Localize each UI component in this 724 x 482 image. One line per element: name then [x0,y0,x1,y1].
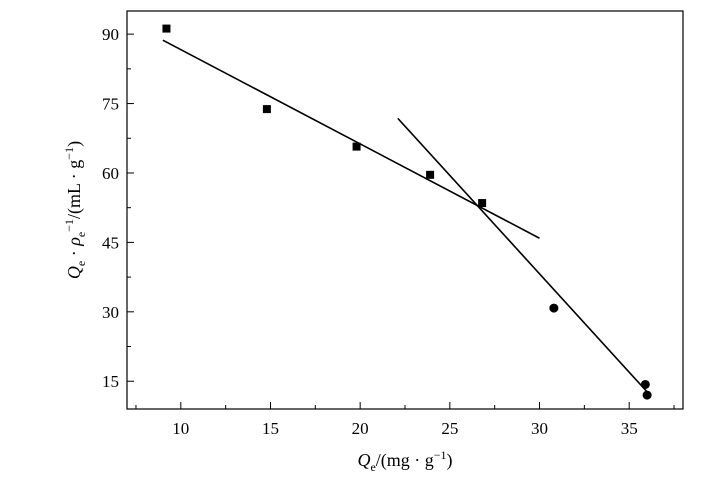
y-axis-dot: · [64,246,84,261]
x-tick-label: 10 [172,419,189,438]
x-axis-unit: /(mg · g [376,450,434,471]
y-axis-symbol: Q [64,266,84,279]
x-tick-label: 35 [621,419,638,438]
x-tick-label: 15 [262,419,279,438]
square-data-point [478,199,487,208]
y-axis-unit-sup: −1 [62,147,76,160]
y-tick-label: 15 [102,372,119,391]
y-axis-unit: /(mL · g [64,160,85,219]
circle-data-point [642,390,652,400]
fit-line-2 [397,117,648,393]
y-tick-label: 90 [102,25,119,44]
square-data-point [262,105,271,114]
y-axis-symbol-sub: e [74,261,88,266]
plot-frame [126,10,684,410]
axes-layer: 10 15 20 25 30 35 15 30 45 60 75 90 [102,25,675,438]
circle-data-point [549,303,559,313]
x-tick-label: 25 [441,419,458,438]
x-tick-label: 20 [352,419,369,438]
y-axis-close: ) [64,141,85,147]
y-axis-rho: ρ [64,237,84,247]
square-data-point [352,142,361,151]
y-axis-rho-sub: e [74,232,88,237]
square-data-point [162,24,171,33]
data-points-layer [162,24,652,400]
y-tick-label: 60 [102,164,119,183]
square-data-point [426,170,435,179]
y-tick-label: 45 [102,233,119,252]
x-axis-unit-sup: −1 [434,448,447,462]
y-tick-label: 30 [102,303,119,322]
y-tick-label: 75 [102,95,119,114]
circle-data-point [640,379,650,389]
y-axis-rho-sup: −1 [62,219,76,232]
x-axis-close: ) [447,450,453,471]
y-axis-title: Qe · ρe−1/(mL · g−1) [62,141,88,279]
x-axis-title: Qe/(mg · g−1) [357,448,452,474]
x-axis-symbol-sub: e [370,460,375,474]
x-axis-symbol: Q [357,450,370,470]
fit-line-1 [162,39,540,239]
fit-lines-layer [162,39,648,393]
x-tick-label: 30 [531,419,548,438]
